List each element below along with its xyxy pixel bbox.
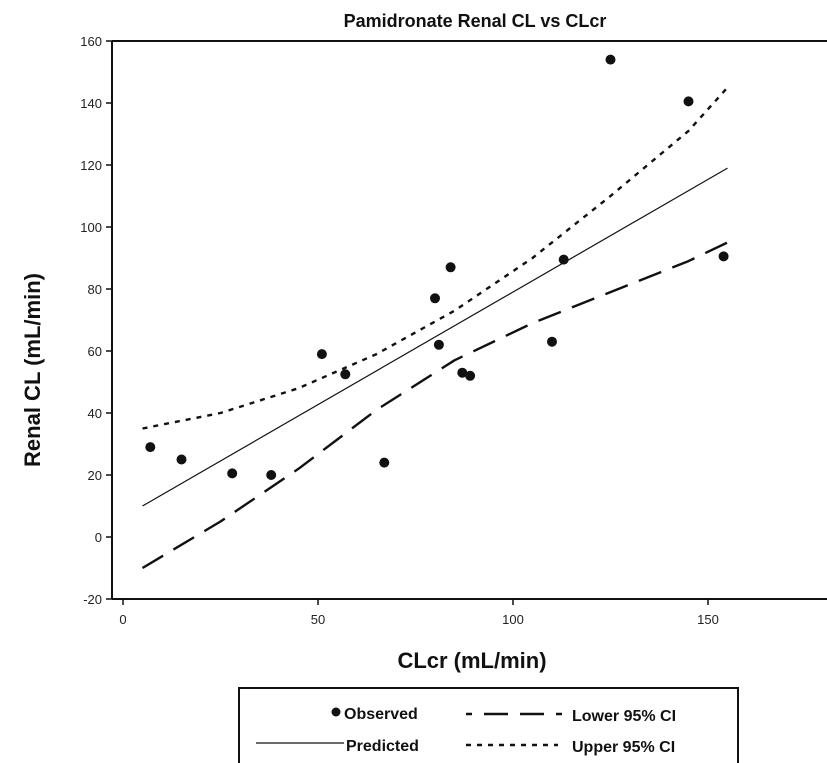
observed-point — [379, 457, 390, 468]
upper-95-ci-line — [142, 86, 729, 430]
y-tick-label: 0 — [95, 530, 102, 545]
observed-point — [558, 254, 569, 265]
observed-point — [457, 367, 468, 378]
predicted-line — [142, 167, 728, 507]
observed-point — [340, 369, 351, 380]
x-tick-label: 0 — [119, 612, 126, 627]
observed-point — [266, 470, 277, 480]
legend-box — [238, 687, 739, 763]
observed-point — [316, 349, 327, 360]
y-tick-label: 100 — [80, 220, 102, 235]
observed-point — [465, 370, 476, 381]
lower-95-ci-line — [141, 241, 729, 570]
x-tick-label: 50 — [311, 612, 325, 627]
y-tick-label: 60 — [88, 344, 102, 359]
observed-point — [145, 442, 156, 453]
y-axis-label: Renal CL (mL/min) — [20, 273, 45, 467]
chart-title: Pamidronate Renal CL vs CLcr — [344, 11, 607, 31]
observed-point — [718, 251, 729, 262]
y-tick-label: 120 — [80, 158, 102, 173]
legend-observed-label: Observed — [344, 706, 418, 723]
y-tick-label: -20 — [83, 592, 102, 607]
observed-point — [176, 454, 187, 465]
plot-area: -20 0 20 40 60 80 100 120 140 160 0 50 100 150 — [80, 34, 827, 627]
observed-point — [430, 293, 440, 304]
x-tick-label: 150 — [697, 612, 719, 627]
y-tick-label: 140 — [80, 96, 102, 111]
x-axis-label: CLcr (mL/min) — [397, 648, 546, 673]
legend: Observed Predicted Lower 95% CI Upper 95% C… — [238, 687, 739, 763]
observed-point — [433, 339, 444, 350]
y-tick-label: 40 — [88, 406, 102, 421]
observed-point — [445, 262, 456, 273]
legend-observed-marker — [331, 707, 341, 717]
observed-point — [683, 96, 694, 107]
observed-point — [227, 468, 238, 479]
legend-upper-ci-label: Upper 95% CI — [572, 739, 675, 756]
observed-point — [547, 336, 557, 347]
x-tick-label: 100 — [502, 612, 524, 627]
legend-predicted-label: Predicted — [346, 738, 419, 755]
y-tick-label: 80 — [88, 282, 102, 297]
y-tick-label: 20 — [88, 468, 102, 483]
observed-point — [605, 54, 616, 65]
legend-lower-ci-label: Lower 95% CI — [572, 708, 676, 725]
y-tick-label: 160 — [80, 34, 102, 49]
